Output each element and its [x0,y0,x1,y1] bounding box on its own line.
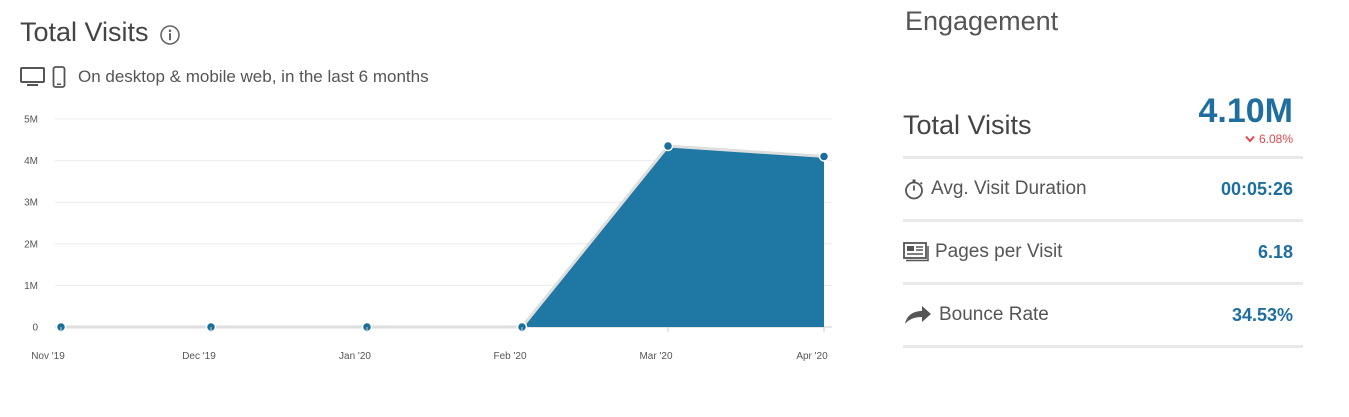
chart-area-layer [61,144,825,329]
metric-value: 6.18 [1257,241,1293,262]
metric-row-pages: Pages per Visit 6.18 [903,222,1303,285]
metric-row-duration: Avg. Visit Duration 00:05:26 [903,159,1303,222]
desktop-icon [20,67,45,86]
stopwatch-icon [903,178,925,200]
total-visits-value: 4.10M [1198,92,1294,130]
x-tick-label: Feb '20 [493,351,526,362]
subtitle-text: On desktop & mobile web, in the last 6 m… [78,67,429,86]
x-tick-label: Nov '19 [31,351,65,362]
total-visits-row: Total Visits 4.10M 6.08% [903,90,1303,159]
chart-title: Total Visits [20,17,149,47]
data-point[interactable] [818,151,830,162]
pages-icon [903,241,929,263]
visits-chart: 0 1M 2M 3M 4M 5M Nov '19 Dec '19 Jan '20 Feb '20… [24,115,832,362]
y-axis: 0 1M 2M 3M 4M 5M [24,115,38,334]
y-tick-label: 1M [24,281,38,292]
total-visits-label: Total Visits [903,110,1032,140]
x-tick-label: Jan '20 [339,351,371,362]
chevron-down-icon [1245,135,1255,143]
x-tick-label: Mar '20 [639,351,672,362]
info-icon[interactable] [159,24,181,46]
metric-value: 00:05:26 [1220,178,1293,199]
data-point[interactable] [662,140,674,152]
x-tick-label: Dec '19 [182,351,216,362]
y-tick-label: 2M [24,239,38,250]
chart-subtitle: On desktop & mobile web, in the last 6 m… [20,66,429,88]
engagement-title: Engagement [905,6,1059,36]
metric-value: 34.53% [1231,304,1293,325]
engagement-panel: Total Visits 4.10M 6.08% Avg. Visit Dura… [903,90,1303,348]
total-visits-change: 6.08% [1245,132,1293,146]
series-line [61,144,825,329]
bounce-arrow-icon [903,304,933,326]
metric-row-bounce: Bounce Rate 34.53% [903,285,1303,348]
x-tick-label: Apr '20 [796,351,828,362]
y-tick-label: 0 [32,323,38,334]
series-area [61,146,824,327]
metric-label: Avg. Visit Duration [931,178,1087,199]
y-tick-label: 5M [24,115,38,126]
x-axis: Nov '19 Dec '19 Jan '20 Feb '20 Mar '20 Apr '… [31,327,828,362]
y-tick-label: 3M [24,198,38,209]
chart-header: Total Visits [20,17,181,48]
mobile-icon [52,66,66,88]
y-tick-label: 4M [24,156,38,167]
change-value: 6.08% [1258,132,1293,146]
metric-label: Pages per Visit [935,241,1063,262]
metric-label: Bounce Rate [939,304,1049,325]
